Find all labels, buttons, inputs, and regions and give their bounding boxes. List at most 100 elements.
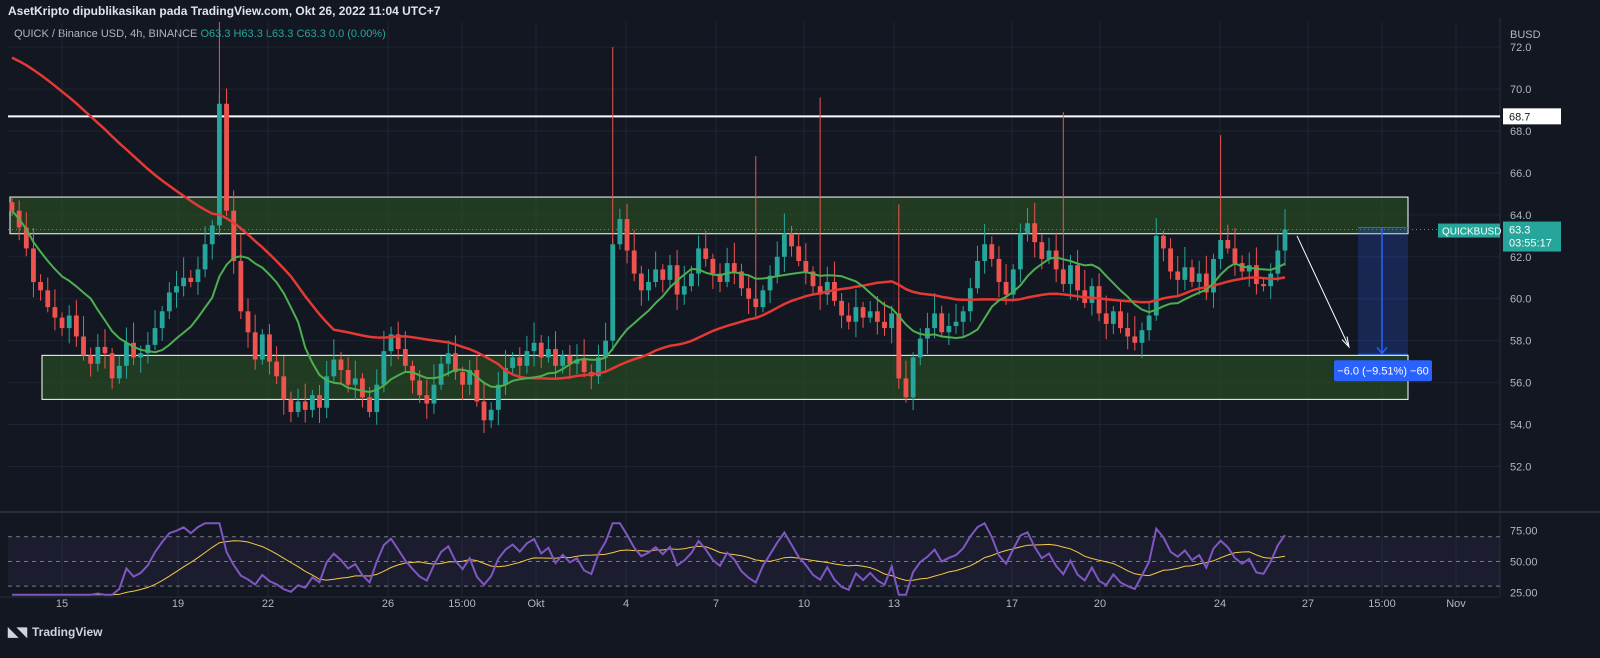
candle-body (767, 275, 773, 291)
candle-body (145, 344, 151, 354)
candle-body (1017, 233, 1023, 270)
candle-body (360, 378, 365, 398)
y-tick-label: 62.0 (1510, 252, 1531, 264)
candle-body (1125, 328, 1131, 337)
rsi-tick-label: 50.00 (1510, 556, 1538, 568)
currency-label: BUSD (1510, 29, 1541, 41)
y-tick-label: 58.0 (1510, 336, 1531, 348)
candle-body (438, 363, 444, 385)
candle-body (531, 342, 537, 352)
candle-body (388, 334, 394, 352)
candle-body (689, 273, 694, 287)
candle-body (545, 349, 551, 358)
candle-body (839, 300, 844, 316)
x-tick-label: 4 (623, 598, 629, 610)
x-tick-label: 13 (888, 598, 900, 610)
candle-body (231, 210, 237, 261)
candle-body (1032, 223, 1038, 243)
candle-body (131, 342, 136, 358)
candle-body (517, 357, 523, 366)
last-price-value: 63.3 (1509, 225, 1530, 237)
candle-body (59, 317, 65, 329)
projection-arrowhead (1341, 336, 1350, 349)
candle-body (1168, 248, 1173, 272)
candle-body (996, 258, 1002, 282)
candle-body (309, 395, 315, 410)
measure-label: −6.0 (−9.51%) −60 (1337, 365, 1428, 377)
candle-body (481, 401, 487, 421)
candle-body (903, 378, 909, 398)
candle-body (1161, 235, 1166, 249)
candle-body (939, 313, 945, 333)
candle-body (746, 288, 752, 299)
candle-body (1068, 265, 1073, 285)
candle-body (374, 384, 380, 412)
candle-body (860, 307, 866, 318)
x-tick-label: Nov (1446, 598, 1466, 610)
candle-body (52, 307, 58, 318)
candle-body (1261, 284, 1266, 287)
x-tick-label: 15 (56, 598, 68, 610)
candle-body (295, 401, 301, 412)
candle-body (45, 290, 51, 308)
candle-body (917, 338, 923, 358)
candle-body (88, 355, 94, 364)
y-tick-label: 68.0 (1510, 126, 1531, 138)
candle-body (1175, 271, 1181, 280)
candle-body (138, 353, 144, 358)
candle-body (116, 365, 122, 379)
x-tick-label: 19 (172, 598, 184, 610)
candle-body (667, 265, 673, 280)
candle-body (960, 311, 966, 322)
candle-body (610, 244, 616, 341)
candle-body (474, 370, 480, 402)
candle-body (1211, 258, 1216, 293)
candle-body (417, 380, 423, 396)
candle-body (1039, 242, 1045, 259)
candle-body (696, 248, 701, 274)
candle-body (1110, 311, 1116, 324)
x-tick-label: 22 (262, 598, 274, 610)
candle-body (1196, 273, 1202, 282)
candle-body (381, 351, 387, 385)
candle-body (1046, 250, 1052, 259)
candle-body (66, 315, 72, 329)
y-tick-label: 60.0 (1510, 294, 1531, 306)
candle-body (1182, 267, 1188, 280)
candle-body (789, 233, 794, 247)
candle-body (202, 244, 208, 270)
candle-body (367, 397, 372, 412)
x-tick-label: 15:00 (448, 598, 476, 610)
candle-body (717, 273, 723, 282)
projection-arrow (1296, 235, 1349, 346)
candle-body (1132, 336, 1138, 343)
candle-body (681, 286, 687, 295)
y-tick-label: 72.0 (1510, 42, 1531, 54)
candle-body (810, 271, 816, 287)
x-tick-label: 27 (1302, 598, 1314, 610)
candle-body (81, 336, 86, 356)
candle-body (38, 281, 44, 291)
candle-body (1203, 273, 1209, 293)
ticker-label: QUICKBUSD (1442, 227, 1501, 238)
candle-body (488, 409, 494, 421)
candle-body (1275, 250, 1281, 274)
tradingview-brand[interactable]: ◣◥ TradingView (8, 624, 102, 640)
y-tick-label: 64.0 (1510, 210, 1531, 222)
candle-body (1232, 248, 1238, 264)
x-tick-label: 17 (1006, 598, 1018, 610)
candle-body (9, 202, 15, 211)
candle-body (503, 367, 508, 385)
candle-body (631, 250, 637, 274)
candle-body (803, 261, 809, 272)
candle-body (152, 328, 158, 345)
candle-body (617, 219, 623, 245)
candle-body (1010, 269, 1016, 295)
candle-body (402, 349, 408, 366)
candle-body (159, 311, 165, 329)
candle-body (102, 346, 108, 354)
candle-body (824, 281, 830, 295)
x-tick-label: 15:00 (1368, 598, 1396, 610)
candle-body (624, 219, 630, 251)
